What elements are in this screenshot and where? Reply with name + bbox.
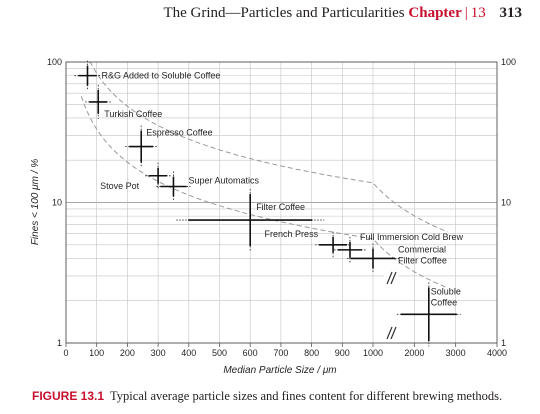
data-label: R&G Added to Soluble Coffee	[101, 71, 220, 81]
y-tick-label-left: 1	[57, 338, 62, 348]
data-label: Stove Pot	[100, 181, 140, 191]
x-tick-label: 100	[89, 348, 104, 358]
axis-break-symbol	[386, 326, 393, 340]
data-label: Full Immersion Cold Brew	[360, 232, 464, 242]
envelope-upper-curve	[81, 61, 448, 233]
data-label: Super Automatics	[188, 175, 259, 185]
x-tick-label: 1000	[363, 348, 383, 358]
data-label: Espresso Coffee	[146, 128, 212, 138]
y-tick-label-right: 1	[501, 338, 506, 348]
y-tick-label-right: 10	[501, 198, 511, 208]
x-tick-label: 500	[212, 348, 227, 358]
x-tick-label: 900	[335, 348, 350, 358]
y-tick-label-left: 100	[47, 57, 62, 67]
x-tick-label: 700	[273, 348, 288, 358]
x-tick-label: 300	[151, 348, 166, 358]
page-number: 313	[499, 5, 523, 21]
x-tick-label: 2000	[404, 348, 424, 358]
page-header: The Grind—Particles and Particularities …	[163, 5, 522, 22]
y-tick-label-left: 10	[52, 198, 62, 208]
running-title: The Grind—Particles and Particularities	[163, 5, 405, 21]
x-tick-label: 400	[181, 348, 196, 358]
x-tick-label: 4000	[487, 348, 507, 358]
axis-break-symbol	[390, 326, 397, 340]
grid-lines	[65, 61, 498, 344]
header-separator: |	[464, 5, 468, 21]
data-label: Turkish Coffee	[104, 109, 162, 119]
data-points: R&G Added to Soluble Coffee Turkish Coffe…	[74, 60, 464, 347]
x-tick-label: 200	[120, 348, 135, 358]
x-tick-label: 0	[63, 348, 68, 358]
figure-chart: 0 100 200 300 400 500 600 700 800 900 1000 2000 3000…	[30, 57, 516, 376]
data-label: French Press	[265, 229, 319, 239]
x-tick-label: 800	[304, 348, 319, 358]
caption-text: Typical average particle sizes and fines…	[110, 389, 503, 403]
x-tick-label: 3000	[446, 348, 466, 358]
plot-frame	[65, 61, 498, 344]
figure-label: FIGURE 13.1	[32, 389, 105, 403]
confidence-envelope	[80, 61, 448, 289]
data-label: Commercial Filter Coffee	[398, 244, 447, 265]
axis-break-symbol	[386, 271, 393, 285]
x-axis-label: Median Particle Size / μm	[223, 365, 336, 376]
chapter-number: 13	[470, 5, 486, 21]
axes: 0 100 200 300 400 500 600 700 800 900 1000 2000 3000…	[47, 57, 516, 358]
data-label: Soluble Coffee	[431, 286, 461, 307]
chapter-word: Chapter	[408, 5, 462, 21]
x-tick-label: 600	[243, 348, 258, 358]
axis-labels: Median Particle Size / μm Fines < 100 μm…	[30, 159, 337, 376]
axis-break-symbol	[390, 271, 397, 285]
figure-caption: FIGURE 13.1 Typical average particle size…	[32, 389, 502, 404]
data-label: Filter Coffee	[256, 202, 305, 212]
y-axis-label: Fines < 100 μm / %	[30, 159, 41, 245]
y-tick-label-right: 100	[501, 57, 516, 67]
